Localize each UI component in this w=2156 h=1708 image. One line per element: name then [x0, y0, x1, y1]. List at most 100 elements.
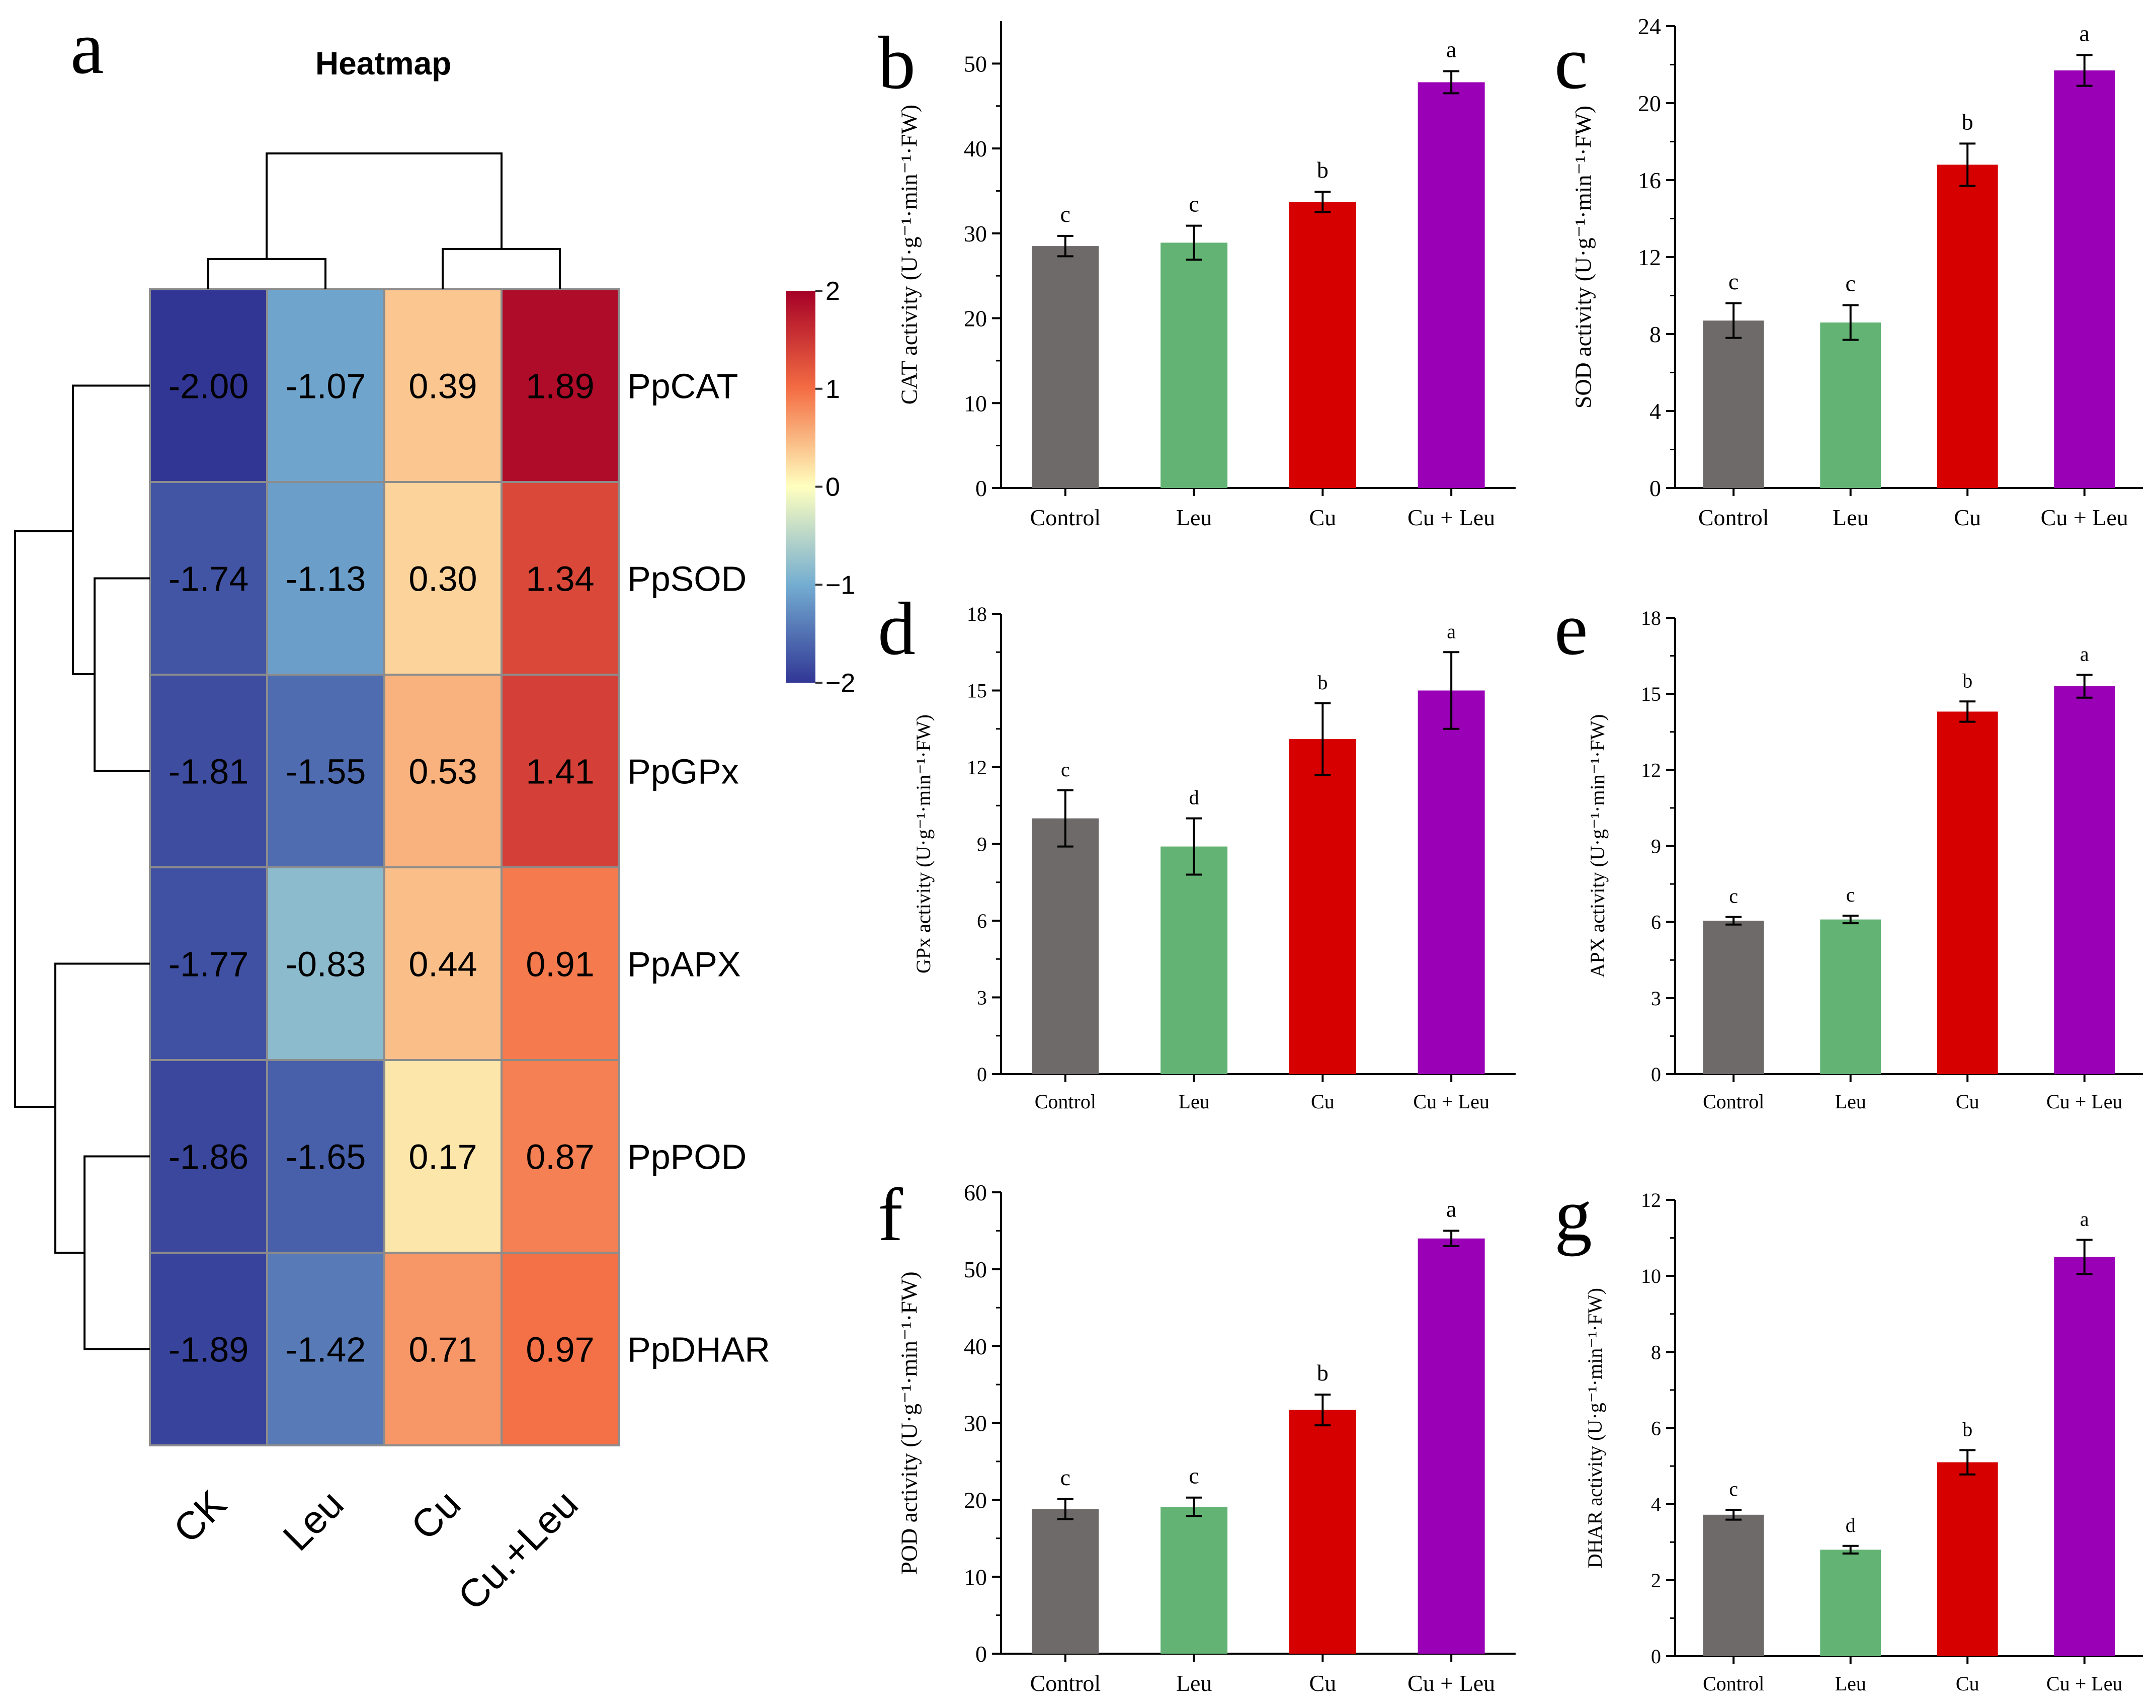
heatmap-cell-label: -1.13 [286, 559, 366, 599]
error-bar [1842, 1544, 1859, 1555]
colorbar-tick-label: 2 [825, 277, 840, 306]
error-bar [1057, 789, 1073, 848]
bar-cu-plus-leu [2054, 70, 2115, 489]
x-tick-label: Cu + Leu [1413, 1090, 1489, 1113]
y-axis-label: APX activity (U·g⁻¹·min⁻¹·FW) [1586, 714, 1609, 978]
x-tick-label: Leu [1835, 1672, 1866, 1695]
x-tick-label: Control [1030, 505, 1101, 530]
heatmap-row-label: PpGPx [627, 752, 739, 791]
y-tick-label: 15 [1641, 683, 1661, 705]
bar-panel-d: d 0 3 6 9 12 15 18 GPx activity (U·g⁻¹·min⁻¹·FW)… [878, 587, 1516, 1113]
x-tick-label: Cu [1309, 505, 1337, 530]
bar-cu [1289, 1410, 1356, 1654]
error-bar [1057, 234, 1073, 258]
y-tick-label: 6 [977, 910, 987, 932]
bar-panel-b: b 0 10 20 30 40 50 CAT activity (U·g⁻¹·min⁻¹·FW… [878, 21, 1516, 530]
significance-letter: c [1189, 191, 1199, 217]
heatmap-cell-label: 1.41 [526, 752, 594, 791]
column-dendrogram [207, 152, 561, 289]
heatmap-row-label: PpDHAR [627, 1330, 770, 1369]
x-tick-label: Leu [1179, 1090, 1210, 1113]
heatmap-cell [383, 1252, 503, 1446]
colorbar-tick-label: 0 [825, 473, 840, 502]
x-tick-label: Cu + Leu [2041, 505, 2128, 530]
heatmap-column-label: Cu [402, 1482, 469, 1549]
heatmap-cell [501, 481, 620, 676]
bar-leu [1160, 1507, 1228, 1654]
heatmap-cell-label: -1.55 [286, 752, 366, 791]
y-tick-label: 10 [1641, 1265, 1661, 1287]
heatmap-cell-label: -1.07 [286, 367, 366, 406]
x-tick-label: Control [1703, 1090, 1764, 1113]
y-tick-label: 10 [964, 390, 987, 416]
significance-letter: a [2080, 1207, 2089, 1230]
bar-control [1703, 921, 1764, 1074]
significance-letter: c [1729, 1478, 1738, 1500]
x-tick-label: Leu [1176, 505, 1212, 530]
x-tick-label: Cu + Leu [2046, 1090, 2122, 1113]
x-tick-label: Leu [1833, 505, 1869, 530]
error-bar [1959, 1449, 1976, 1476]
heatmap-column-label: Cu.+Leu [449, 1482, 586, 1618]
error-bar [1057, 1498, 1073, 1520]
heatmap-cell [266, 866, 385, 1061]
x-tick-label: Leu [1835, 1090, 1866, 1113]
x-tick-label: Control [1030, 1670, 1101, 1696]
error-bar [1842, 915, 1859, 925]
heatmap-cell-label: 0.97 [526, 1330, 594, 1369]
heatmap-row-label: PpPOD [627, 1137, 747, 1177]
heatmap-cell [149, 481, 268, 676]
y-tick-label: 2 [1651, 1569, 1661, 1592]
bar-cu-plus-leu [1418, 1238, 1485, 1654]
y-tick-label: 18 [1641, 607, 1661, 629]
colorbar-tick-label: 1 [825, 375, 840, 404]
x-tick-label: Cu + Leu [2046, 1672, 2122, 1695]
heatmap-cell [266, 288, 385, 483]
error-bar [1186, 1496, 1202, 1517]
heatmap-column-label: CK [165, 1482, 235, 1552]
significance-letter: b [1962, 109, 1973, 134]
y-tick-label: 50 [964, 51, 987, 76]
y-tick-label: 3 [1651, 987, 1661, 1010]
heatmap-panel: a Heatmap -2.00 -1.07 0.39 1.89 PpCAT -1.74 -1.1… [14, 6, 855, 1618]
y-tick-label: 12 [1641, 1189, 1661, 1211]
y-tick-label: 8 [1649, 321, 1661, 347]
significance-letter: d [1846, 1514, 1856, 1536]
error-bar [1314, 702, 1331, 776]
y-tick-label: 24 [1638, 14, 1661, 39]
panel-label-b: b [878, 21, 916, 105]
heatmap-cell-label: 1.34 [526, 559, 594, 599]
bar-control [1032, 246, 1099, 488]
heatmap-cell [149, 1252, 268, 1446]
bar-leu [1160, 846, 1228, 1074]
y-tick-label: 0 [975, 475, 987, 501]
y-tick-label: 12 [1638, 245, 1661, 270]
bar-control [1032, 818, 1099, 1074]
row-dendrogram [14, 384, 150, 1350]
y-axis-label: SOD activity (U·g⁻¹·min⁻¹·FW) [1570, 106, 1596, 409]
y-tick-label: 8 [1651, 1341, 1661, 1363]
y-tick-label: 0 [1649, 475, 1661, 501]
y-tick-label: 30 [964, 1411, 987, 1436]
y-tick-label: 15 [967, 680, 987, 702]
x-tick-label: Cu [1311, 1090, 1335, 1113]
significance-letter: d [1189, 786, 1199, 809]
x-tick-label: Leu [1176, 1670, 1212, 1696]
x-tick-label: Cu + Leu [1407, 1670, 1495, 1696]
heatmap-cell-label: 0.44 [408, 945, 477, 984]
panel-label-e: e [1554, 587, 1588, 671]
bar-cu-plus-leu [2054, 1257, 2115, 1656]
significance-letter: b [1317, 1360, 1329, 1386]
bar-cu-plus-leu [2054, 686, 2115, 1074]
bar-leu [1820, 1550, 1881, 1656]
bar-leu [1820, 322, 1881, 488]
y-axis-label: POD activity (U·g⁻¹·min⁻¹·FW) [896, 1271, 922, 1575]
heatmap-cell [266, 674, 385, 868]
significance-letter: c [1060, 201, 1070, 227]
heatmap-cell-label: -1.74 [169, 559, 249, 599]
bar-cu [1937, 711, 1998, 1074]
bar-leu [1820, 919, 1881, 1074]
y-tick-label: 0 [1651, 1645, 1661, 1668]
heatmap-column-label: Leu [274, 1482, 352, 1559]
error-bar [1959, 142, 1976, 187]
